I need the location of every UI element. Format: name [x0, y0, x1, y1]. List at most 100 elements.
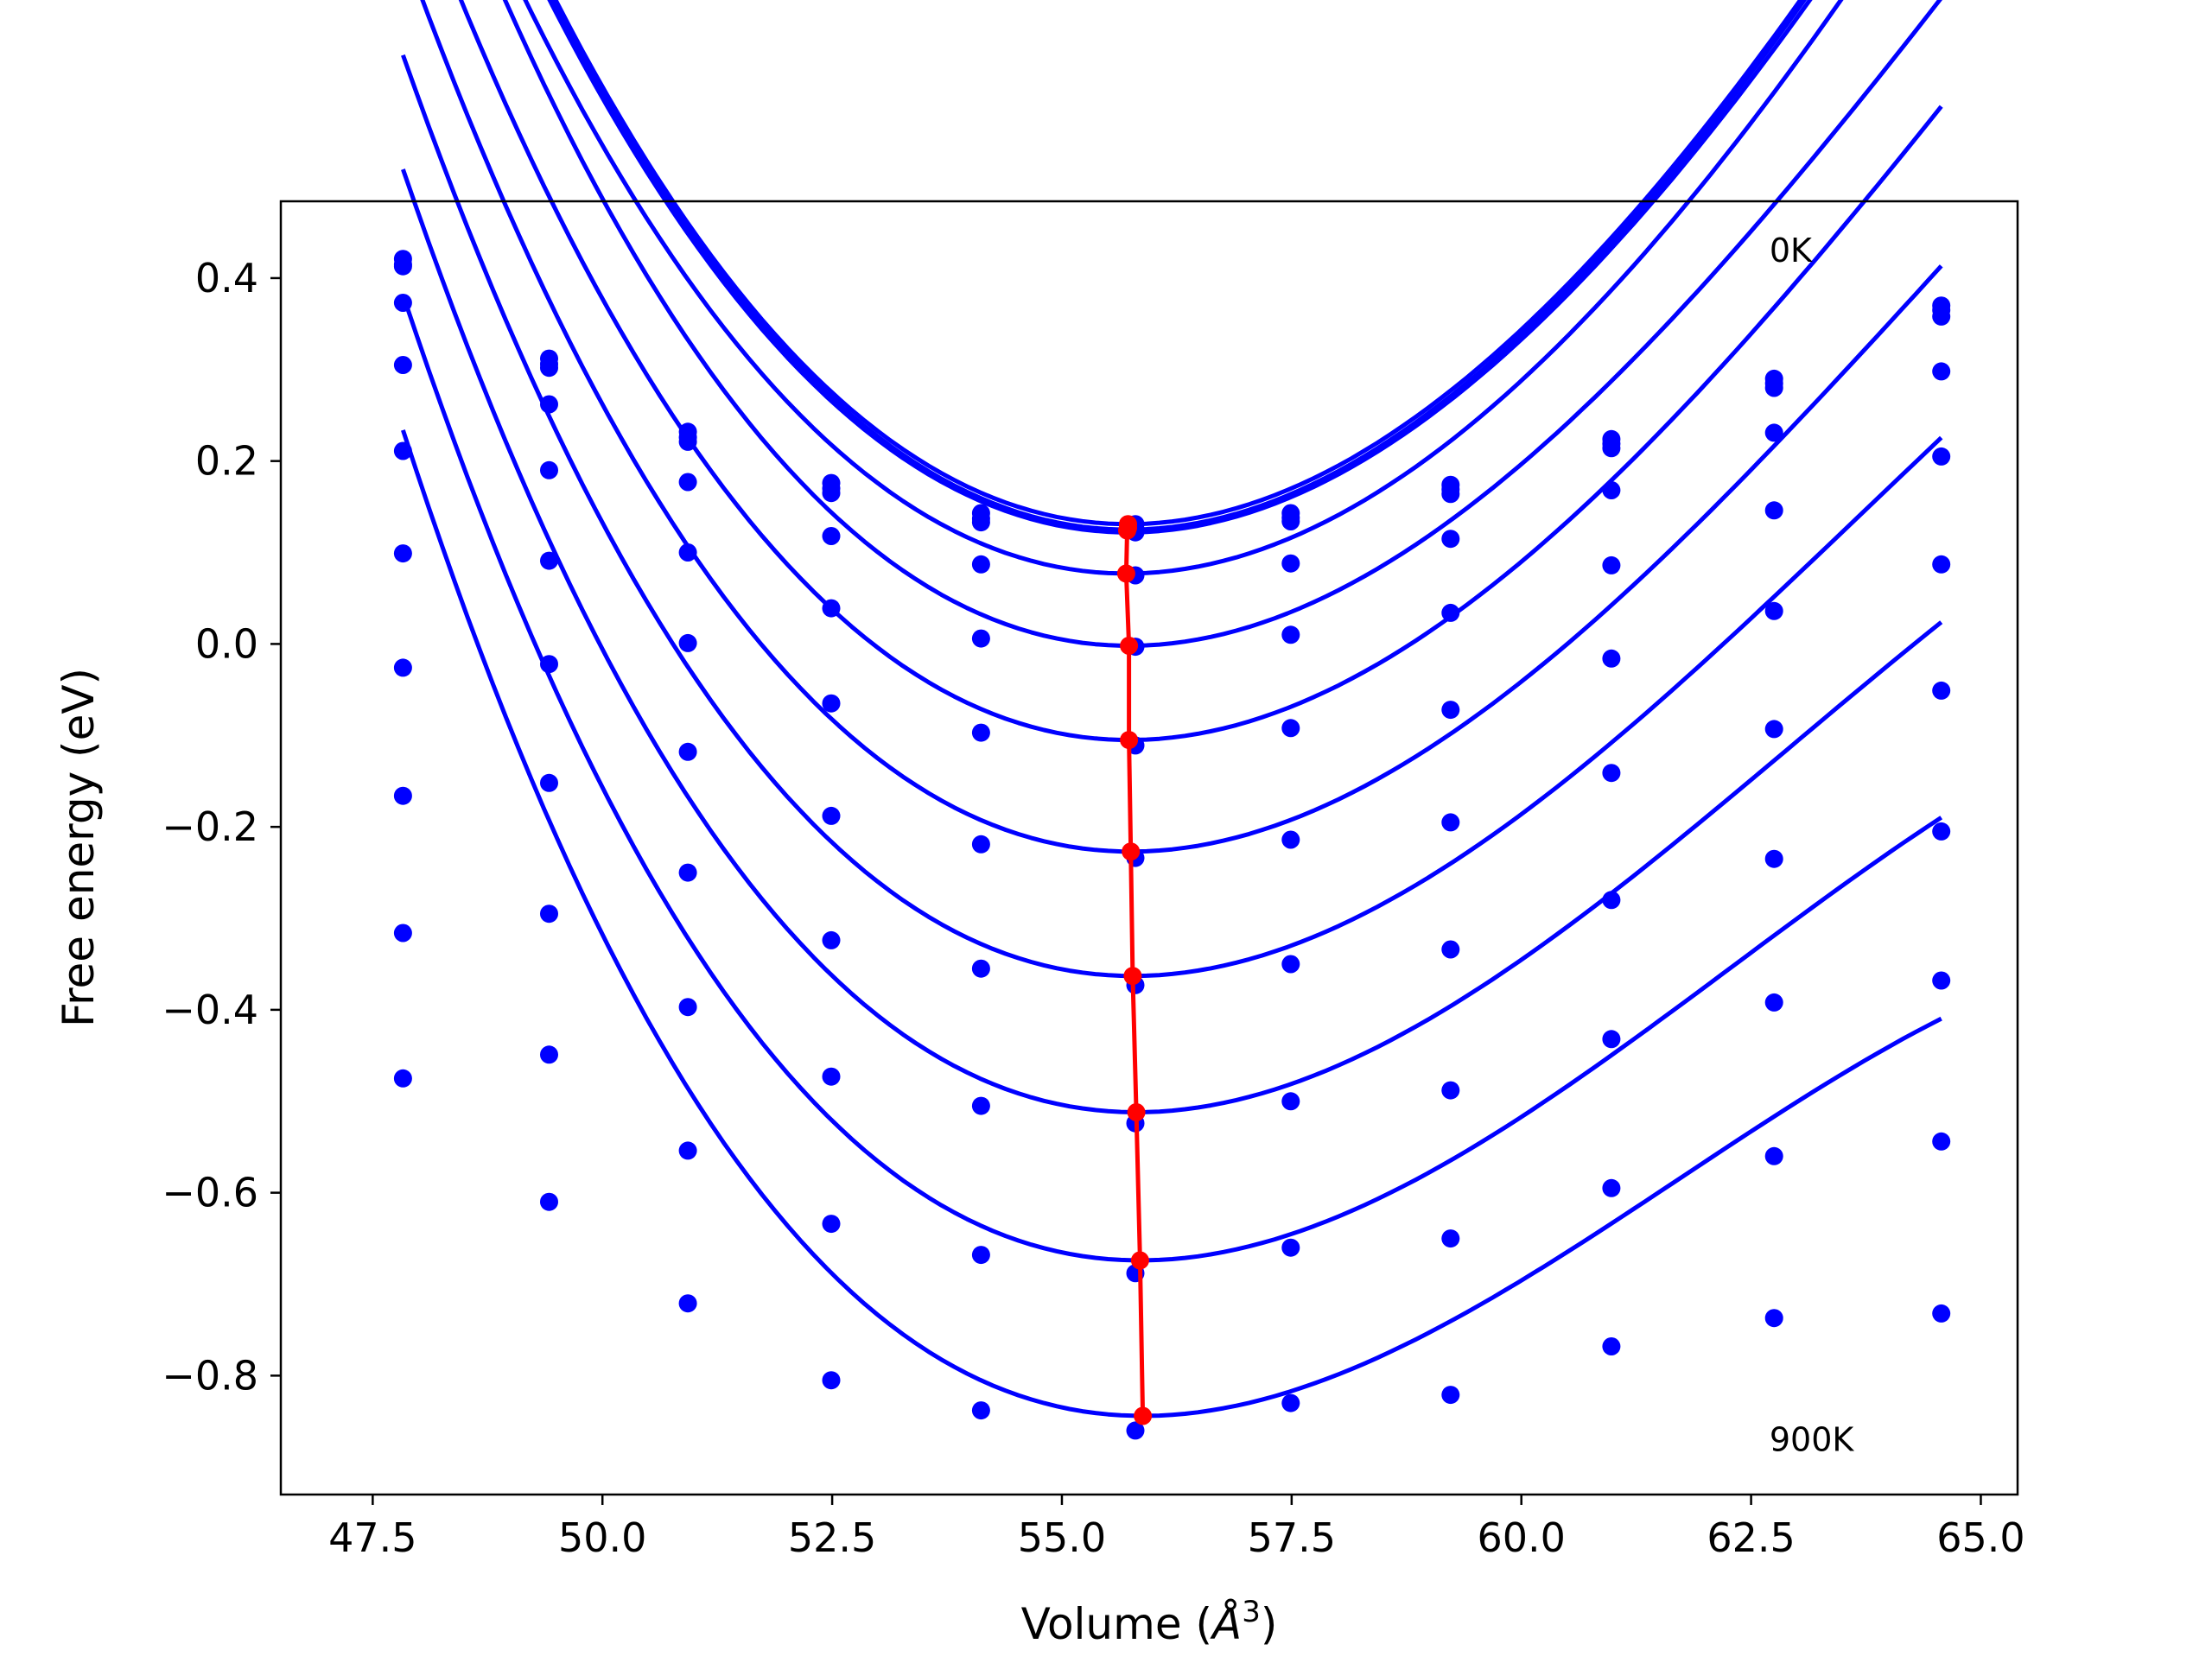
- x-axis-title-unit: Å: [1210, 1599, 1242, 1649]
- fit-curve-9: [401, 294, 1943, 1263]
- data-point: [1281, 512, 1300, 530]
- annotations: 0K 900K: [1770, 232, 1855, 1458]
- minima-series: [1116, 515, 1153, 1425]
- data-point: [393, 257, 412, 276]
- data-point: [393, 658, 412, 677]
- data-point: [1932, 971, 1951, 990]
- minimum-point: [1120, 731, 1139, 750]
- data-point: [1602, 1178, 1621, 1197]
- y-tick-label: −0.4: [162, 987, 258, 1033]
- data-point: [1281, 955, 1300, 974]
- x-axis-title-sup: 3: [1242, 1595, 1261, 1629]
- data-point: [822, 806, 841, 825]
- data-point: [822, 599, 841, 618]
- fit-curve-10: [401, 429, 1942, 1419]
- data-point: [678, 742, 697, 761]
- data-point: [1932, 1132, 1951, 1151]
- y-axis-ticks: 0.4 0.2 0.0 −0.2 −0.4 −0.6 −0.8: [162, 255, 281, 1399]
- y-tick-label: 0.2: [195, 438, 258, 485]
- fit-curve-2: [547, 0, 1813, 535]
- x-tick-label: 47.5: [328, 1514, 416, 1561]
- x-tick-label: 50.0: [558, 1514, 646, 1561]
- data-point: [971, 959, 990, 978]
- data-point: [822, 1215, 841, 1234]
- minimum-point: [1116, 564, 1135, 583]
- data-point: [1764, 378, 1783, 397]
- annotation-label: 0K: [1770, 232, 1813, 270]
- data-point: [1441, 813, 1460, 832]
- data-point: [1281, 1092, 1300, 1111]
- x-tick-label: 57.5: [1248, 1514, 1336, 1561]
- data-point: [1126, 1421, 1145, 1440]
- data-point: [540, 1045, 558, 1064]
- x-axis-ticks: 47.5 50.0 52.5 55.0 57.5 60.0 62.5 65.0: [328, 1495, 2025, 1561]
- data-point: [678, 473, 697, 492]
- data-point: [1764, 849, 1783, 868]
- fit-curve-0: [553, 0, 1803, 527]
- data-point: [540, 773, 558, 792]
- data-point: [540, 395, 558, 414]
- data-point: [822, 930, 841, 949]
- data-point: [1602, 891, 1621, 910]
- data-point: [393, 356, 412, 374]
- minimum-point: [1130, 1251, 1149, 1270]
- data-point: [540, 359, 558, 378]
- minimum-point: [1122, 842, 1141, 861]
- data-point: [540, 1192, 558, 1211]
- fit-curve-6: [420, 0, 1943, 854]
- minimum-point: [1118, 521, 1136, 540]
- data-point: [1441, 1386, 1460, 1405]
- data-point: [393, 544, 412, 563]
- minimum-point: [1134, 1406, 1153, 1425]
- fit-curves: [401, 0, 1943, 1419]
- data-point: [393, 1069, 412, 1088]
- data-point: [1932, 555, 1951, 574]
- data-point: [1441, 701, 1460, 720]
- data-point: [1932, 1304, 1951, 1323]
- data-point: [1764, 1309, 1783, 1328]
- data-point: [1764, 993, 1783, 1012]
- data-point: [822, 527, 841, 545]
- data-point: [971, 1096, 990, 1115]
- data-point: [540, 551, 558, 570]
- y-tick-label: −0.8: [162, 1352, 258, 1399]
- data-point: [1932, 447, 1951, 466]
- x-axis-title: Volume (Å3): [1021, 1595, 1278, 1649]
- data-point: [1441, 603, 1460, 622]
- plot-frame: [279, 200, 2019, 1496]
- data-point: [1441, 940, 1460, 959]
- data-point: [1932, 307, 1951, 326]
- x-tick-label: 55.0: [1018, 1514, 1106, 1561]
- annotation-label: 900K: [1770, 1420, 1855, 1458]
- data-point: [971, 555, 990, 574]
- y-tick-label: 0.0: [195, 620, 258, 667]
- data-point: [393, 786, 412, 805]
- data-point: [678, 1294, 697, 1313]
- x-axis-title-close: ): [1261, 1599, 1278, 1649]
- data-point: [393, 924, 412, 943]
- fit-curve-5: [458, 0, 1943, 742]
- data-point: [1764, 601, 1783, 620]
- data-point: [1602, 764, 1621, 783]
- data-point: [1441, 1229, 1460, 1248]
- data-point: [1932, 681, 1951, 700]
- data-point: [1441, 485, 1460, 504]
- data-point: [1764, 423, 1783, 442]
- data-point: [393, 294, 412, 312]
- data-point: [971, 513, 990, 532]
- data-point: [971, 1246, 990, 1265]
- data-point: [1764, 501, 1783, 520]
- data-point: [393, 441, 412, 460]
- data-point: [678, 543, 697, 562]
- data-point: [678, 432, 697, 451]
- data-point: [1932, 822, 1951, 841]
- data-point: [1281, 554, 1300, 573]
- data-point: [1281, 1238, 1300, 1257]
- fit-curve-8: [401, 168, 1943, 1114]
- data-point: [1602, 481, 1621, 499]
- data-point: [1764, 1146, 1783, 1165]
- data-point: [678, 633, 697, 652]
